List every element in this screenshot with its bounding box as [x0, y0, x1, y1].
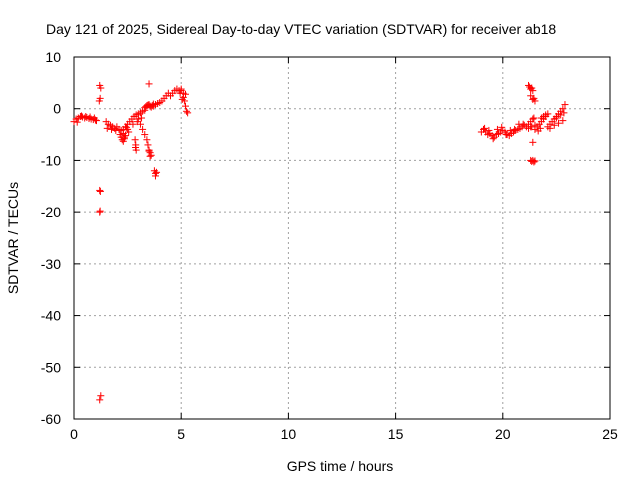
data-point — [132, 144, 140, 151]
data-point — [143, 136, 151, 144]
data-point — [183, 107, 191, 115]
x-tick-label: 20 — [495, 426, 511, 442]
tick-labels: 0 5 10 15 20 25 10 0 -10 -20 -30 -40 -50 -60 — [41, 49, 618, 442]
data-point — [139, 125, 147, 133]
data-point — [179, 93, 187, 101]
data-point — [78, 112, 86, 120]
data-point — [177, 87, 185, 95]
data-point — [546, 124, 554, 132]
x-tick-label: 25 — [602, 426, 618, 442]
data-point — [103, 124, 111, 132]
axes — [73, 56, 611, 420]
data-point — [529, 87, 537, 95]
data-point — [119, 130, 127, 138]
data-point — [145, 147, 153, 155]
data-point — [131, 136, 139, 144]
data-point — [73, 118, 81, 126]
grid-lines — [74, 57, 610, 419]
y-tick-label: -30 — [41, 256, 61, 272]
data-point — [90, 114, 98, 122]
data-point — [141, 131, 149, 139]
y-tick-label: 10 — [45, 49, 61, 65]
data-point — [506, 126, 514, 134]
data-point — [498, 123, 506, 131]
data-point — [531, 157, 539, 165]
data-point — [552, 114, 560, 122]
data-point — [97, 392, 105, 400]
data-point — [536, 124, 544, 132]
data-point — [96, 186, 104, 194]
data-point — [481, 124, 489, 132]
data-point — [134, 115, 142, 123]
data-point — [561, 101, 569, 109]
data-point — [112, 126, 120, 134]
data-point — [96, 187, 104, 195]
data-point — [95, 97, 103, 105]
data-point — [529, 115, 537, 123]
data-point — [511, 125, 519, 133]
x-tick-label: 0 — [70, 426, 78, 442]
data-point — [138, 114, 146, 122]
data-point — [136, 120, 144, 128]
plot-frame — [73, 56, 611, 420]
y-tick-label: -20 — [41, 204, 61, 220]
data-point — [530, 114, 538, 122]
data-point — [560, 109, 568, 117]
y-tick-label: -50 — [41, 359, 61, 375]
data-point — [147, 151, 155, 159]
data-point — [502, 131, 510, 139]
data-point — [151, 172, 159, 180]
data-point — [86, 113, 94, 121]
data-point — [146, 152, 154, 160]
x-axis-label: GPS time / hours — [287, 458, 394, 474]
x-tick-label: 15 — [388, 426, 404, 442]
data-point — [489, 135, 497, 143]
data-point — [529, 138, 537, 146]
data-point — [96, 396, 104, 404]
data-point — [145, 80, 153, 88]
y-axis-label: SDTVAR / TECUs — [5, 182, 21, 294]
data-point — [97, 84, 105, 92]
y-tick-label: -40 — [41, 308, 61, 324]
x-tick-label: 10 — [281, 426, 297, 442]
data-point — [550, 121, 558, 129]
y-tick-label: 0 — [53, 101, 61, 117]
data-point — [108, 125, 116, 133]
data-points — [70, 80, 569, 404]
data-point — [148, 102, 156, 110]
data-point — [527, 92, 535, 100]
y-tick-label: -10 — [41, 152, 61, 168]
data-point — [123, 123, 131, 131]
data-point — [129, 120, 137, 128]
x-tick-label: 5 — [177, 426, 185, 442]
data-point — [529, 95, 537, 103]
data-point — [485, 126, 493, 134]
data-point — [120, 135, 128, 143]
y-tick-label: -60 — [41, 411, 61, 427]
data-point — [493, 125, 501, 133]
data-point — [82, 112, 90, 120]
data-point — [153, 168, 161, 176]
chart-title: Day 121 of 2025, Sidereal Day-to-day VTE… — [46, 21, 556, 37]
data-point — [184, 109, 192, 117]
data-point — [181, 102, 189, 110]
data-point — [530, 158, 538, 166]
data-point — [544, 110, 552, 118]
data-point — [559, 117, 567, 125]
data-point — [559, 105, 567, 113]
data-point — [96, 207, 104, 215]
data-point — [555, 119, 563, 127]
data-point — [144, 141, 152, 149]
